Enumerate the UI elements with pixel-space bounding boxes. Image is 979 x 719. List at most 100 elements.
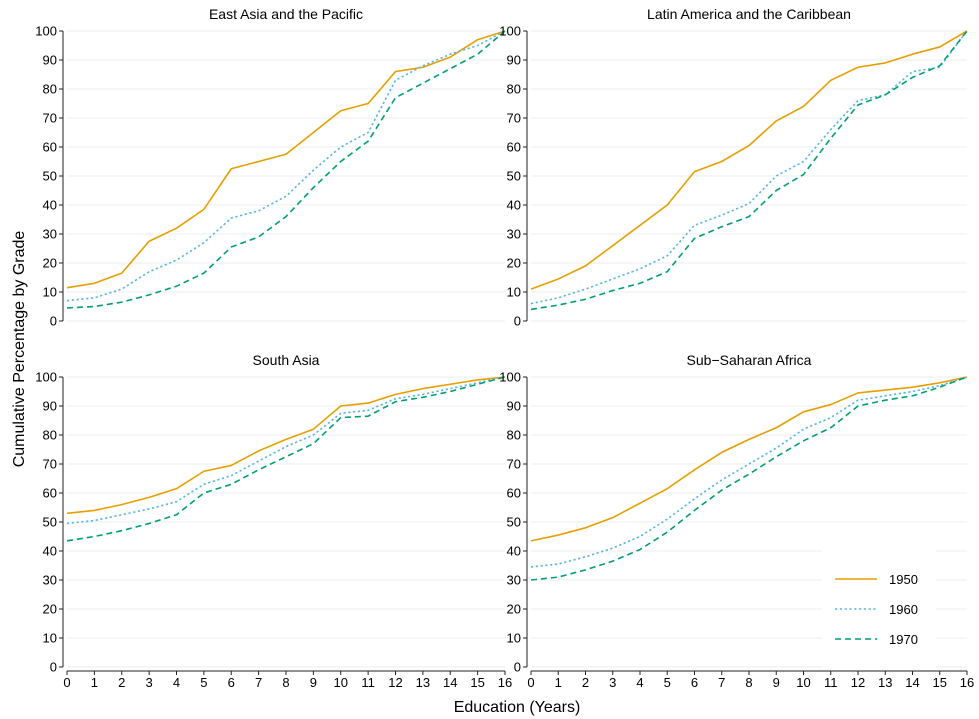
x-tick-label: 16 — [960, 675, 974, 690]
panel-title: East Asia and the Pacific — [209, 6, 363, 22]
y-tick-label: 90 — [43, 399, 57, 414]
x-tick-label: 12 — [851, 675, 865, 690]
y-tick-label: 100 — [499, 24, 521, 39]
y-tick-label: 80 — [507, 428, 521, 443]
y-tick-label: 90 — [43, 53, 57, 68]
y-tick-label: 80 — [507, 82, 521, 97]
legend-background — [822, 549, 936, 669]
y-tick-label: 20 — [507, 256, 521, 271]
y-tick-label: 40 — [43, 544, 57, 559]
x-axis-title: Education (Years) — [454, 699, 581, 716]
x-tick-label: 16 — [498, 675, 512, 690]
y-tick-label: 40 — [507, 544, 521, 559]
series-line-1970 — [66, 30, 506, 309]
panel-east-asia-and-the-pacific: East Asia and the Pacific 0 10 20 30 40 50 60 70… — [35, 6, 506, 329]
legend: 1950 1960 1970 — [822, 549, 936, 669]
y-tick-label: 70 — [507, 111, 521, 126]
y-tick-label: 60 — [507, 486, 521, 501]
x-tick-label: 2 — [118, 675, 125, 690]
series-line-1960 — [530, 376, 968, 568]
y-tick-label: 0 — [50, 660, 57, 675]
y-tick-label: 0 — [514, 314, 521, 329]
x-tick-label: 7 — [718, 675, 725, 690]
x-tick-label: 5 — [200, 675, 207, 690]
legend-label-1950: 1950 — [889, 572, 918, 587]
series-line-1970 — [530, 376, 968, 581]
y-axis-title: Cumulative Percentage by Grade — [11, 231, 28, 468]
x-tick-label: 0 — [63, 675, 70, 690]
y-tick-label: 70 — [43, 457, 57, 472]
y-tick-label: 50 — [507, 515, 521, 530]
panel-latin-america-and-the-caribbean: Latin America and the Caribbean 0 10 20 30 40… — [499, 6, 968, 329]
panel-title: South Asia — [253, 352, 320, 368]
y-tick-label: 90 — [507, 399, 521, 414]
y-tick-label: 60 — [507, 140, 521, 155]
y-tick-label: 30 — [507, 227, 521, 242]
y-tick-label: 50 — [43, 169, 57, 184]
x-tick-label: 13 — [878, 675, 892, 690]
x-tick-label: 5 — [664, 675, 671, 690]
y-tick-label: 70 — [43, 111, 57, 126]
series-line-1970 — [66, 376, 506, 542]
panel-title: Sub−Saharan Africa — [687, 352, 812, 368]
y-tick-label: 40 — [507, 198, 521, 213]
x-tick-label: 8 — [745, 675, 752, 690]
x-tick-label: 1 — [91, 675, 98, 690]
x-tick-label: 10 — [796, 675, 810, 690]
x-tick-label: 15 — [470, 675, 484, 690]
y-tick-label: 10 — [43, 285, 57, 300]
y-tick-label: 60 — [43, 486, 57, 501]
y-tick-label: 100 — [499, 370, 521, 385]
y-tick-label: 10 — [43, 631, 57, 646]
x-tick-label: 12 — [388, 675, 402, 690]
x-tick-label: 9 — [773, 675, 780, 690]
x-tick-label: 11 — [361, 675, 375, 690]
series-line-1950 — [66, 376, 506, 515]
x-tick-label: 3 — [146, 675, 153, 690]
y-tick-label: 0 — [50, 314, 57, 329]
x-tick-label: 14 — [443, 675, 457, 690]
y-tick-label: 60 — [43, 140, 57, 155]
panel-title: Latin America and the Caribbean — [647, 6, 851, 22]
x-tick-label: 6 — [691, 675, 698, 690]
series-line-1950 — [66, 30, 506, 289]
y-tick-label: 20 — [43, 602, 57, 617]
series-line-1950 — [530, 30, 968, 290]
x-tick-label: 11 — [824, 675, 838, 690]
panel-sub-saharan-africa: Sub−Saharan Africa0102030405060708090100… — [499, 352, 974, 690]
y-tick-label: 90 — [507, 53, 521, 68]
x-tick-label: 1 — [555, 675, 562, 690]
legend-label-1970: 1970 — [889, 632, 918, 647]
y-tick-label: 50 — [43, 515, 57, 530]
x-tick-label: 4 — [173, 675, 180, 690]
y-tick-label: 0 — [514, 660, 521, 675]
y-tick-label: 100 — [35, 370, 57, 385]
x-tick-label: 9 — [310, 675, 317, 690]
y-tick-label: 30 — [507, 573, 521, 588]
y-tick-label: 40 — [43, 198, 57, 213]
x-tick-label: 4 — [636, 675, 643, 690]
series-line-1970 — [530, 30, 968, 311]
x-tick-label: 0 — [527, 675, 534, 690]
x-tick-label: 14 — [905, 675, 919, 690]
x-tick-label: 13 — [416, 675, 430, 690]
x-tick-label: 2 — [582, 675, 589, 690]
series-line-1950 — [530, 376, 968, 542]
x-tick-label: 3 — [609, 675, 616, 690]
y-tick-label: 80 — [43, 82, 57, 97]
legend-label-1960: 1960 — [889, 602, 918, 617]
y-tick-label: 30 — [43, 227, 57, 242]
y-tick-label: 20 — [507, 602, 521, 617]
y-tick-label: 70 — [507, 457, 521, 472]
x-tick-label: 8 — [282, 675, 289, 690]
y-tick-label: 10 — [507, 285, 521, 300]
series-line-1960 — [66, 376, 506, 525]
series-line-1960 — [66, 30, 506, 302]
y-tick-label: 50 — [507, 169, 521, 184]
y-tick-label: 80 — [43, 428, 57, 443]
y-tick-label: 100 — [35, 24, 57, 39]
x-tick-label: 7 — [255, 675, 262, 690]
